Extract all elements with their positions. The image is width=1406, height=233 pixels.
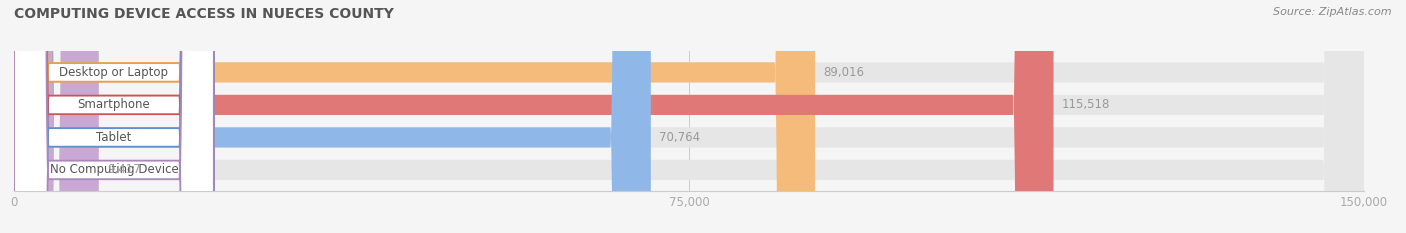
Text: 115,518: 115,518 (1062, 98, 1109, 111)
Text: Source: ZipAtlas.com: Source: ZipAtlas.com (1274, 7, 1392, 17)
FancyBboxPatch shape (14, 0, 214, 233)
FancyBboxPatch shape (14, 0, 98, 233)
FancyBboxPatch shape (14, 0, 1053, 233)
Text: 9,417: 9,417 (107, 163, 141, 176)
FancyBboxPatch shape (14, 0, 1364, 233)
FancyBboxPatch shape (14, 0, 1364, 233)
FancyBboxPatch shape (14, 0, 1364, 233)
FancyBboxPatch shape (14, 0, 815, 233)
Text: No Computing Device: No Computing Device (49, 163, 179, 176)
Text: COMPUTING DEVICE ACCESS IN NUECES COUNTY: COMPUTING DEVICE ACCESS IN NUECES COUNTY (14, 7, 394, 21)
FancyBboxPatch shape (14, 0, 1364, 233)
FancyBboxPatch shape (14, 0, 214, 233)
Text: Smartphone: Smartphone (77, 98, 150, 111)
Text: Tablet: Tablet (96, 131, 132, 144)
FancyBboxPatch shape (14, 0, 214, 233)
Text: 89,016: 89,016 (823, 66, 865, 79)
Text: 70,764: 70,764 (659, 131, 700, 144)
FancyBboxPatch shape (14, 0, 214, 233)
Text: Desktop or Laptop: Desktop or Laptop (59, 66, 169, 79)
FancyBboxPatch shape (14, 0, 651, 233)
